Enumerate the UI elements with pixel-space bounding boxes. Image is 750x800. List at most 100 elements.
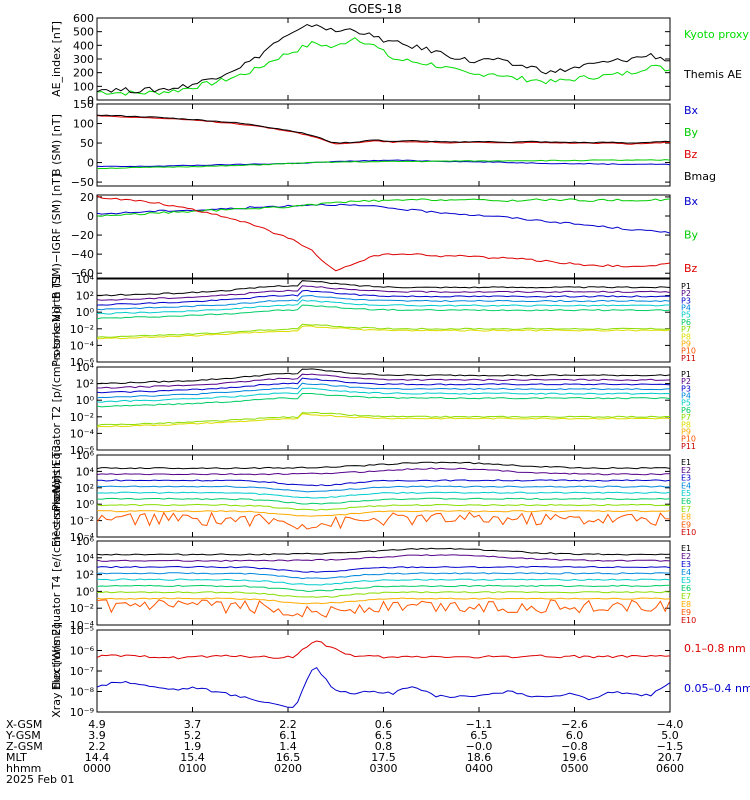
y-axis-label: Electrons Equator T4 [e/(cm²-s-sr-keV)] xyxy=(50,476,63,691)
series-group xyxy=(97,195,670,272)
footer-value: 0500 xyxy=(561,762,589,775)
channel-label: P7 xyxy=(681,413,691,422)
panel-8: 10⁻⁵ 10⁻⁶ 10⁻⁷ 10⁻⁸ 10⁻⁹ Xray flux [W/m2] 0.1–… xyxy=(50,624,750,719)
footer-value: 18.6 xyxy=(467,751,492,764)
y-tick-label: 400 xyxy=(73,39,94,52)
channel-label: P11 xyxy=(681,442,696,451)
series-line-bx xyxy=(97,203,670,234)
channel-line-e6 xyxy=(97,497,670,505)
channel-label: E4 xyxy=(681,481,691,490)
footer-value: −0.0 xyxy=(466,740,493,753)
panel-3: −60 −40 −20 0 20 B (SM)−IGRF (SM) [nT] Bx By Bz xyxy=(50,174,699,299)
y-tick-label: 150 xyxy=(73,98,94,111)
y-tick-label: 10⁻⁴ xyxy=(70,339,95,352)
footer-value: 6.5 xyxy=(470,729,488,742)
footer-value: 3.7 xyxy=(184,718,202,731)
y-tick-label: 50 xyxy=(80,137,94,150)
y-tick-label: 10⁰ xyxy=(76,498,95,511)
y-tick-label: 200 xyxy=(73,67,94,80)
legend-label: By xyxy=(684,126,699,139)
channel-label: E6 xyxy=(681,497,691,506)
channel-label: E7 xyxy=(681,592,691,601)
y-tick-label: 10⁻⁶ xyxy=(70,356,95,369)
footer-value: −1.5 xyxy=(657,740,684,753)
footer-value: 4.9 xyxy=(88,718,106,731)
channel-line-p1 xyxy=(97,368,670,385)
channels-group xyxy=(97,547,670,618)
series-line-bmag xyxy=(97,114,670,144)
footer-row-label: Z-GSM xyxy=(6,740,43,753)
footer-row-label: MLT xyxy=(6,751,27,764)
footer-value: −2.6 xyxy=(561,718,588,731)
legend-label: Bx xyxy=(684,104,699,117)
footer-value: −1.1 xyxy=(466,718,493,731)
channel-label: E9 xyxy=(681,520,691,529)
channel-label: P11 xyxy=(681,354,696,363)
channel-line-p6 xyxy=(97,393,670,408)
channel-label: E2 xyxy=(681,466,691,475)
y-tick-label: 10⁻² xyxy=(70,411,94,424)
y-tick-label: −40 xyxy=(71,248,94,261)
y-axis-label: B (SM)−IGRF (SM) [nT] xyxy=(50,174,63,299)
series-line-bz xyxy=(97,115,670,145)
footer-value: 6.5 xyxy=(375,729,393,742)
y-axis-label: Electrons North T3 xyxy=(50,445,63,547)
y-tick-label: 10⁶ xyxy=(76,535,95,548)
channel-label: E3 xyxy=(681,474,691,483)
channel-line-e7 xyxy=(97,591,670,598)
channel-line-e2 xyxy=(97,467,670,476)
channel-label: P2 xyxy=(681,289,691,298)
y-tick-label: 10⁻⁴ xyxy=(70,531,95,544)
channel-line-p5 xyxy=(97,387,670,403)
y-tick-label: 10⁰ xyxy=(76,306,95,319)
footer-value: 6.0 xyxy=(566,729,584,742)
y-tick-label: 10⁻⁴ xyxy=(70,427,95,440)
panel-frame xyxy=(96,17,671,101)
legend-label: Bz xyxy=(684,148,698,161)
y-tick-label: 300 xyxy=(73,53,94,66)
footer-value: 16.5 xyxy=(276,751,301,764)
channel-label: E5 xyxy=(681,489,691,498)
footer-value: 1.9 xyxy=(184,740,202,753)
footer-value: 0100 xyxy=(179,762,207,775)
legend-label: Themis AE xyxy=(683,68,742,81)
y-axis-label: AE_index [nT] xyxy=(50,21,63,97)
footer-value: 1.4 xyxy=(279,740,297,753)
channel-label: P5 xyxy=(681,311,691,320)
channel-label: E10 xyxy=(681,616,696,625)
y-tick-label: 10⁴ xyxy=(76,361,95,374)
y-tick-label: 0 xyxy=(87,157,94,170)
y-tick-label: −20 xyxy=(71,229,94,242)
channel-label: E8 xyxy=(681,513,691,522)
channel-label: E3 xyxy=(681,560,691,569)
channel-label: P4 xyxy=(681,392,691,401)
legend-label: By xyxy=(684,229,699,242)
y-tick-label: 10⁶ xyxy=(76,449,95,462)
series-line-bz xyxy=(97,195,670,272)
channel-label: P3 xyxy=(681,296,691,305)
channel-line-e9 xyxy=(97,511,670,530)
y-tick-label: 100 xyxy=(73,118,94,131)
channel-line-e1 xyxy=(97,547,670,556)
legend-label: 0.05–0.4 nm xyxy=(684,682,750,695)
y-tick-label: 100 xyxy=(73,80,94,93)
footer-value: 0000 xyxy=(83,762,111,775)
channels-group xyxy=(97,368,670,428)
y-tick-label: −50 xyxy=(71,176,94,189)
channel-label: E1 xyxy=(681,458,691,467)
y-axis-label: Protons North T1 xyxy=(50,274,63,367)
y-tick-label: 10⁻² xyxy=(70,602,94,615)
channel-line-e3 xyxy=(97,479,670,487)
y-tick-label: 10⁻⁶ xyxy=(70,444,95,457)
channel-line-p8 xyxy=(97,325,670,340)
footer-value: 0300 xyxy=(370,762,398,775)
channel-label: P9 xyxy=(681,339,691,348)
footer-value: 19.6 xyxy=(562,751,587,764)
channel-label: E1 xyxy=(681,544,691,553)
channel-line-e8 xyxy=(97,597,670,605)
panel-7: 10⁶ 10⁴ 10² 10⁰ 10⁻² 10⁻⁴ Electrons Equator T4… xyxy=(50,476,696,691)
channel-line-e7 xyxy=(97,503,670,511)
